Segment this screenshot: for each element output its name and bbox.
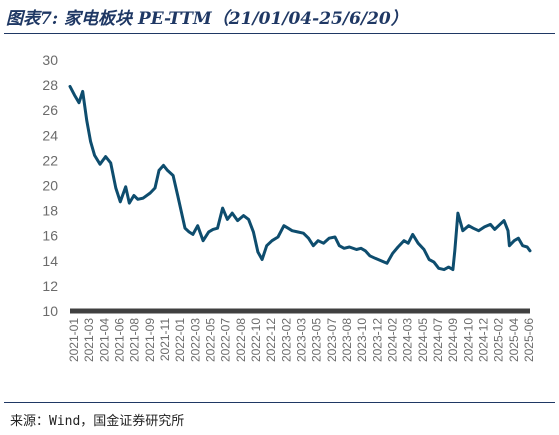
x-tick-label: 2021-03	[82, 318, 96, 362]
y-tick-label: 18	[42, 203, 58, 219]
x-tick-label: 2021-09	[143, 318, 157, 362]
y-tick-label: 16	[42, 228, 58, 244]
x-tick-label: 2021-08	[128, 318, 142, 362]
x-tick-label: 2025-06	[522, 318, 536, 362]
x-tick-label: 2023-05	[310, 318, 324, 362]
x-tick-label: 2022-10	[249, 318, 263, 362]
x-tick-label: 2022-07	[219, 318, 233, 362]
x-tick-label: 2022-08	[234, 318, 248, 362]
x-axis: 2021-01 2021-03 2021-04 2021-06 2021-08 2021-…	[67, 318, 536, 362]
x-tick-label: 2022-05	[204, 318, 218, 362]
title-divider	[4, 33, 555, 34]
x-tick-label: 2022-01	[173, 318, 187, 362]
y-tick-label: 14	[42, 253, 58, 269]
x-tick-label: 2025-04	[507, 318, 521, 362]
source-note: 来源：Wind，国金证券研究所	[10, 414, 185, 429]
y-tick-label: 12	[42, 278, 58, 294]
x-tick-label: 2024-07	[431, 318, 445, 362]
x-tick-label: 2023-10	[355, 318, 369, 362]
x-tick-label: 2022-03	[188, 318, 202, 362]
pe-ttm-series-line	[68, 84, 532, 272]
y-tick-label: 22	[42, 152, 58, 168]
x-tick-label: 2023-12	[370, 318, 384, 362]
y-axis: 10 12 14 16 18 20 22 24 26 28 30	[42, 52, 58, 319]
x-tick-label: 2024-09	[446, 318, 460, 362]
x-tick-label: 2023-07	[325, 318, 339, 362]
x-tick-label: 2024-02	[386, 318, 400, 362]
x-tick-label: 2023-08	[340, 318, 354, 362]
x-tick-label: 2025-02	[492, 318, 506, 362]
x-tick-label: 2021-04	[97, 318, 111, 362]
x-tick-label: 2024-12	[477, 318, 491, 362]
y-tick-label: 24	[42, 127, 58, 143]
y-tick-label: 10	[42, 303, 58, 319]
x-tick-label: 2022-12	[264, 318, 278, 362]
y-tick-label: 20	[42, 178, 58, 194]
x-tick-label: 2023-03	[295, 318, 309, 362]
x-tick-label: 2021-01	[67, 318, 81, 362]
footer-divider	[4, 402, 555, 403]
x-tick-label: 2021-11	[158, 318, 172, 361]
chart-title: 图表7: 家电板块 PE-TTM（21/01/04-25/6/20）	[6, 9, 408, 29]
x-tick-label: 2024-03	[401, 318, 415, 362]
x-tick-label: 2021-06	[113, 318, 127, 362]
x-tick-label: 2024-05	[416, 318, 430, 362]
x-tick-label: 2023-02	[279, 318, 293, 362]
y-tick-label: 26	[42, 102, 58, 118]
y-tick-label: 30	[42, 52, 58, 68]
y-tick-label: 28	[42, 77, 58, 93]
x-tick-label: 2024-10	[461, 318, 475, 362]
